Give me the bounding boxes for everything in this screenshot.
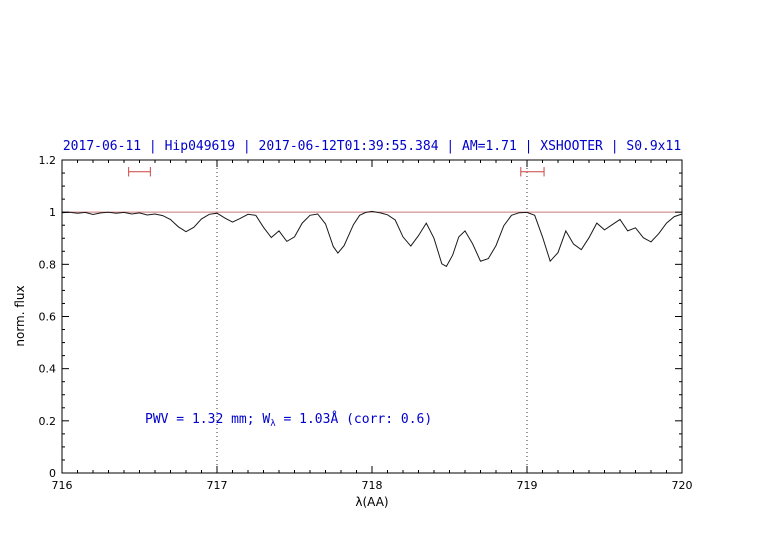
x-tick-label: 717 <box>207 479 228 492</box>
y-tick-label: 0.2 <box>39 415 57 428</box>
y-tick-label: 1 <box>49 206 56 219</box>
x-tick-label: 718 <box>362 479 383 492</box>
pwv-annotation-post: = 1.03Å (corr: 0.6) <box>275 412 433 427</box>
x-axis-label: λ(AA) <box>355 495 389 509</box>
y-tick-label: 0.6 <box>39 311 57 324</box>
y-tick-label: 1.2 <box>39 154 57 167</box>
x-tick-label: 720 <box>672 479 693 492</box>
y-tick-label: 0 <box>49 467 56 480</box>
spectrum-line <box>61 210 683 268</box>
y-axis-label: norm. flux <box>13 285 27 347</box>
pwv-annotation-pre: PWV = 1.32 mm; W <box>145 412 271 427</box>
x-tick-label: 716 <box>52 479 73 492</box>
y-tick-label: 0.8 <box>39 258 57 271</box>
pwv-annotation: PWV = 1.32 mm; Wλ = 1.03Å (corr: 0.6) <box>145 412 432 429</box>
pwv-annotation-subscript: λ <box>270 419 276 429</box>
x-tick-label: 719 <box>517 479 538 492</box>
y-tick-label: 0.4 <box>39 363 57 376</box>
figure-title: 2017-06-11 | Hip049619 | 2017-06-12T01:3… <box>62 139 682 154</box>
